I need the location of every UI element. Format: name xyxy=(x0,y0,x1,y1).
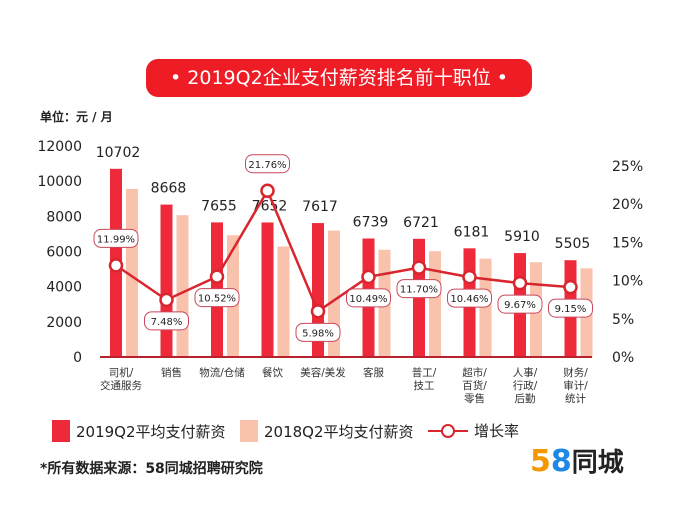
bar-2019 xyxy=(261,222,274,357)
growth-label-box xyxy=(548,298,593,318)
y-right-tick-label: 0% xyxy=(612,350,634,366)
growth-point xyxy=(563,279,578,295)
growth-point xyxy=(462,269,477,285)
bar-value-label: 5505 xyxy=(555,236,591,252)
source-note: *所有数据来源：58同城招聘研究院 xyxy=(40,461,263,477)
growth-label-box xyxy=(396,279,442,299)
legend-swatch-2018 xyxy=(240,420,258,442)
growth-label: 11.70% xyxy=(400,285,438,296)
bar-2018 xyxy=(176,215,189,357)
x-tick-label: 人事/ xyxy=(513,366,538,379)
growth-label: 10.46% xyxy=(450,294,488,305)
y-left-tick-label: 6000 xyxy=(46,245,82,261)
bar-value-label: 6181 xyxy=(454,224,490,240)
y-left-tick-label: 10000 xyxy=(37,174,82,190)
bar-value-label: 6721 xyxy=(403,215,439,231)
growth-point xyxy=(361,269,376,285)
legend-item-2019: 2019Q2平均支付薪资 xyxy=(52,420,226,442)
legend-label-2018: 2018Q2平均支付薪资 xyxy=(264,422,414,441)
legend-label-2019: 2019Q2平均支付薪资 xyxy=(76,422,226,441)
x-tick-label: 百货/ xyxy=(462,379,487,392)
growth-label-box xyxy=(144,311,189,331)
x-tick-label: 统计 xyxy=(565,392,586,405)
legend-swatch-2019 xyxy=(52,420,70,442)
bar-2018 xyxy=(277,246,290,357)
growth-label-box xyxy=(194,288,240,308)
x-tick-label: 销售 xyxy=(161,366,182,379)
growth-label: 5.98% xyxy=(302,328,334,339)
x-tick-label: 财务/ xyxy=(563,366,588,379)
x-tick-label: 后勤 xyxy=(515,392,536,405)
growth-label-box xyxy=(245,154,290,174)
growth-label: 11.99% xyxy=(97,234,135,245)
growth-line xyxy=(115,187,571,314)
x-tick-label: 交通服务 xyxy=(100,379,142,392)
growth-label: 10.52% xyxy=(198,294,236,305)
x-tick-label: 美容/美发 xyxy=(300,366,346,379)
legend-line-marker-icon xyxy=(428,423,468,438)
growth-label: 9.67% xyxy=(504,300,536,311)
growth-label: 10.49% xyxy=(349,294,387,305)
y-left-tick-label: 2000 xyxy=(46,315,82,331)
growth-label-box xyxy=(93,228,139,248)
x-tick-label: 客服 xyxy=(363,366,384,379)
y-left-tick-label: 0 xyxy=(73,350,82,366)
growth-point xyxy=(310,304,326,319)
bar-2018 xyxy=(479,258,492,357)
growth-label: 9.15% xyxy=(555,304,587,315)
legend-label-growth: 增长率 xyxy=(474,422,520,440)
bar-value-label: 7655 xyxy=(201,198,237,214)
bar-value-label: 7617 xyxy=(302,199,338,215)
x-tick-label: 司机/ xyxy=(109,366,134,379)
growth-point xyxy=(260,183,275,199)
growth-label: 21.76% xyxy=(248,160,286,171)
growth-label-box xyxy=(497,294,543,314)
growth-point xyxy=(411,260,427,275)
growth-point xyxy=(108,258,124,273)
y-left-tick-label: 4000 xyxy=(46,280,82,296)
x-tick-label: 物流/仓储 xyxy=(199,366,245,379)
legend-item-2018: 2018Q2平均支付薪资 xyxy=(240,420,414,442)
brand-logo: 58同城 xyxy=(530,444,624,479)
x-tick-label: 行政/ xyxy=(513,379,538,392)
y-left-tick-label: 8000 xyxy=(46,209,82,225)
growth-point xyxy=(159,292,174,308)
chart-title: • 2019Q2企业支付薪资排名前十职位 • xyxy=(146,59,532,97)
bar-value-label: 6739 xyxy=(353,215,389,231)
bar-value-label: 5910 xyxy=(504,229,540,245)
growth-label: 7.48% xyxy=(151,317,183,328)
x-tick-label: 零售 xyxy=(464,392,485,405)
x-tick-label: 技工 xyxy=(414,379,435,392)
y-right-tick-label: 10% xyxy=(612,274,643,290)
y-right-tick-label: 15% xyxy=(612,235,643,251)
x-tick-label: 普工/ xyxy=(412,366,437,379)
bar-value-label: 10702 xyxy=(96,145,141,161)
bar-value-label: 8668 xyxy=(151,181,187,197)
growth-point xyxy=(512,275,528,291)
growth-label-box xyxy=(295,322,341,342)
x-tick-label: 餐饮 xyxy=(262,366,283,379)
bar-2019 xyxy=(160,204,173,357)
y-right-tick-label: 5% xyxy=(612,312,634,328)
bar-2018 xyxy=(429,251,441,357)
growth-label-box xyxy=(447,288,492,308)
y-left-tick-label: 12000 xyxy=(37,139,82,155)
unit-label: 单位：元 / 月 xyxy=(40,110,113,124)
legend-item-growth: 增长率 xyxy=(428,420,519,441)
growth-label-box xyxy=(346,288,391,308)
x-tick-label: 超市/ xyxy=(462,366,487,379)
x-tick-label: 审计/ xyxy=(563,379,588,392)
y-right-tick-label: 25% xyxy=(612,159,643,175)
y-right-tick-label: 20% xyxy=(612,197,643,213)
growth-point xyxy=(209,269,225,284)
